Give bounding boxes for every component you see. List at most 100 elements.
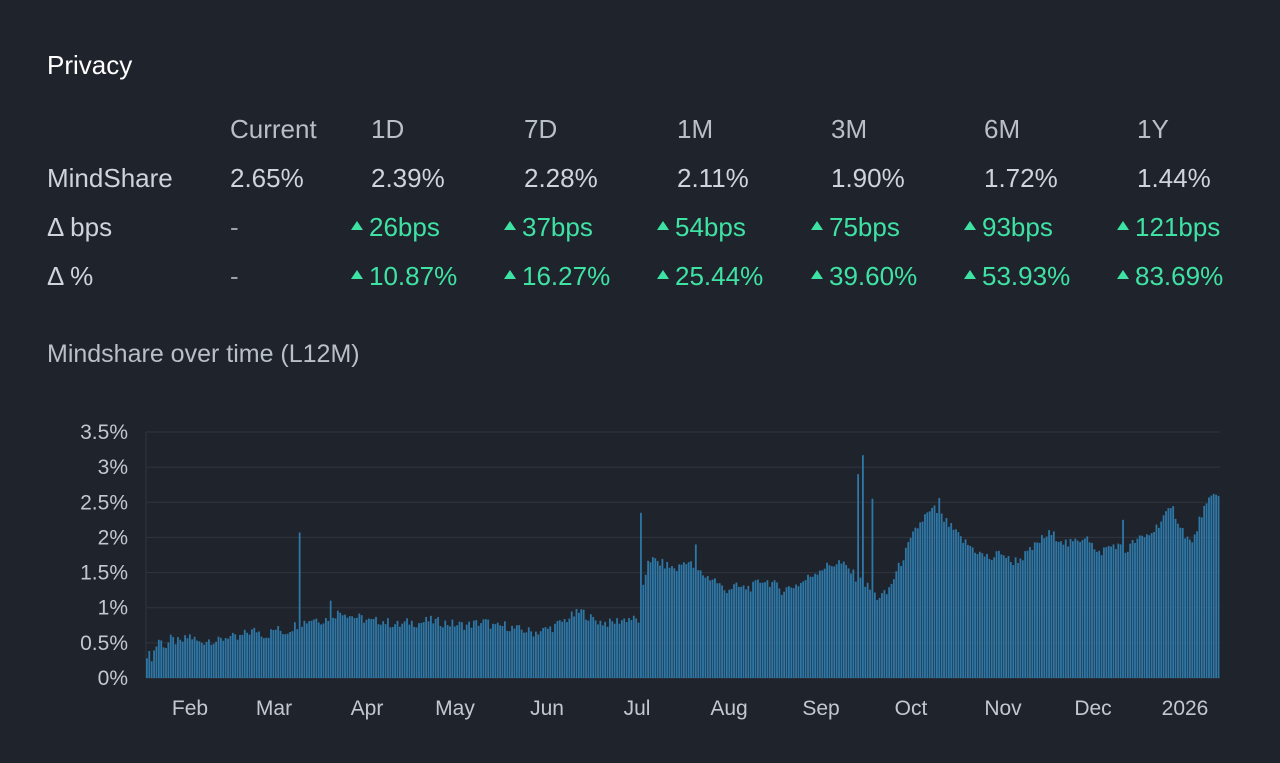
bar — [1196, 531, 1198, 678]
row-label: Δ % — [47, 261, 94, 291]
bar — [1177, 523, 1179, 678]
bar — [687, 562, 690, 678]
x-tick-label: May — [435, 697, 475, 720]
bar — [1095, 551, 1098, 678]
column-header-1y: 1Y — [1137, 114, 1169, 144]
bar — [1172, 506, 1175, 678]
bar — [668, 567, 671, 678]
bar — [313, 619, 315, 678]
bar — [828, 565, 831, 678]
bar — [625, 622, 628, 678]
bar — [1114, 549, 1117, 678]
table-cell: 121bps — [1117, 212, 1220, 243]
bar — [869, 589, 871, 678]
bar — [255, 632, 258, 678]
bar — [599, 620, 602, 678]
table-cell: 1.90% — [831, 163, 905, 193]
bar — [809, 576, 812, 678]
bar — [692, 567, 695, 678]
bar — [432, 623, 435, 678]
bar — [1055, 541, 1058, 678]
bar — [518, 625, 521, 678]
bar — [301, 626, 303, 678]
bar — [513, 628, 516, 678]
bar — [826, 562, 828, 678]
bar — [947, 526, 950, 678]
bar — [776, 582, 778, 678]
bar — [907, 542, 910, 678]
bar — [840, 563, 843, 678]
bar — [1050, 535, 1053, 678]
bar — [747, 585, 750, 678]
bar — [950, 523, 953, 678]
bar — [725, 593, 728, 678]
bar — [656, 561, 659, 678]
bar — [986, 553, 988, 678]
bar — [551, 632, 554, 678]
bar — [1112, 544, 1115, 678]
bar — [690, 561, 692, 678]
bar — [179, 639, 182, 678]
bar — [797, 586, 800, 678]
bar — [282, 634, 284, 678]
bar — [640, 512, 642, 678]
bar — [401, 623, 404, 678]
bar — [322, 623, 325, 678]
bar — [587, 620, 590, 678]
bar — [1165, 511, 1167, 678]
bar — [814, 573, 817, 678]
bar — [859, 577, 862, 678]
bar — [1002, 555, 1005, 678]
bar — [1031, 550, 1034, 678]
bar — [735, 582, 738, 678]
table-cell: 16.27% — [504, 261, 610, 292]
bar — [1072, 541, 1074, 678]
bar — [850, 573, 852, 678]
bar — [685, 564, 688, 678]
bar — [188, 634, 191, 678]
bar — [1091, 542, 1093, 678]
bar — [1079, 541, 1081, 678]
bar — [444, 620, 447, 678]
bar — [604, 621, 607, 678]
bar — [169, 634, 172, 678]
bar — [680, 564, 683, 678]
bar — [1086, 536, 1089, 678]
bar — [453, 626, 456, 678]
bar — [1131, 539, 1134, 678]
bar — [332, 617, 334, 678]
bar — [649, 562, 652, 678]
table-header-row: Current 1D 7D 1M 3M 6M 1Y — [47, 110, 1257, 159]
bar — [618, 623, 621, 678]
bar — [697, 570, 700, 678]
bar — [370, 619, 373, 678]
bar — [969, 545, 972, 678]
bar — [1129, 543, 1132, 678]
bar — [1064, 539, 1067, 678]
bar — [759, 582, 762, 678]
bar — [838, 560, 840, 678]
bar — [575, 609, 578, 678]
bar — [470, 627, 473, 678]
x-tick-label: Feb — [172, 697, 208, 720]
bar — [196, 640, 198, 678]
bar — [446, 625, 449, 678]
table-row: MindShare 2.65% 2.39% 2.28% 2.11% 1.90% 1.72% 1… — [47, 159, 1257, 208]
bar — [329, 600, 332, 678]
bar — [296, 629, 299, 678]
bar — [434, 618, 437, 678]
bar — [916, 528, 919, 678]
bar — [1122, 519, 1124, 678]
table-cell: 10.87% — [351, 261, 457, 292]
bar — [375, 616, 377, 678]
bar — [427, 621, 430, 678]
bar — [647, 560, 649, 678]
bar — [1014, 557, 1017, 678]
bar — [613, 623, 616, 678]
bar — [219, 637, 222, 678]
bar — [926, 512, 929, 678]
bar — [830, 566, 833, 678]
y-tick-label: 0.5% — [80, 632, 128, 655]
bar — [661, 558, 664, 678]
bar — [1005, 557, 1007, 678]
